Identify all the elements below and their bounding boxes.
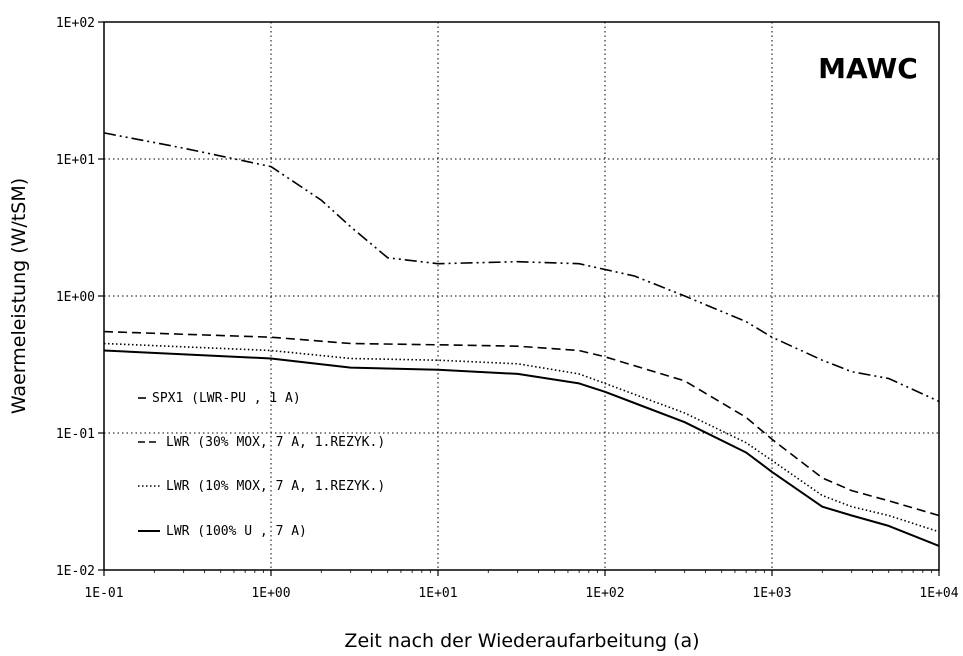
x-tick-label: 1E+03: [752, 586, 791, 601]
legend-entry: LWR (10% MOX, 7 A, 1.REZYK.): [166, 479, 385, 494]
series-lines: [103, 132, 940, 547]
legend: SPX1 (LWR-PU , 1 A) LWR (30% MOX, 7 A, 1.…: [138, 391, 385, 539]
y-tick-labels: 1E-02 1E-01 1E+00 1E+01 1E+02: [56, 16, 95, 579]
series-line-1: [103, 132, 940, 403]
y-axis-label: Waermeleistung (W/tSM): [8, 178, 30, 414]
legend-entry: LWR (100% U , 7 A): [166, 524, 307, 539]
x-tick-labels: 1E-01 1E+00 1E+01 1E+02 1E+03 1E+04: [84, 586, 958, 601]
y-tick-label: 1E+01: [56, 153, 95, 168]
y-tick-label: 1E-02: [56, 564, 95, 579]
series-line-3: [103, 342, 940, 533]
series-line-4: [103, 349, 940, 547]
y-tick-label: 1E+00: [56, 290, 95, 305]
legend-entry: LWR (30% MOX, 7 A, 1.REZYK.): [166, 435, 385, 450]
x-axis-label: Zeit nach der Wiederaufarbeitung (a): [344, 630, 699, 652]
x-tick-label: 1E+04: [919, 586, 958, 601]
y-tick-label: 1E-01: [56, 427, 95, 442]
legend-entry: SPX1 (LWR-PU , 1 A): [152, 391, 301, 406]
chart-title: MAWC: [818, 52, 918, 85]
x-tick-label: 1E+02: [585, 586, 624, 601]
x-tick-label: 1E+01: [418, 586, 457, 601]
x-tick-label: 1E-01: [84, 586, 123, 601]
x-tick-label: 1E+00: [251, 586, 290, 601]
axis-ticks: [98, 21, 940, 576]
grid: [104, 22, 939, 570]
y-tick-label: 1E+02: [56, 16, 95, 31]
